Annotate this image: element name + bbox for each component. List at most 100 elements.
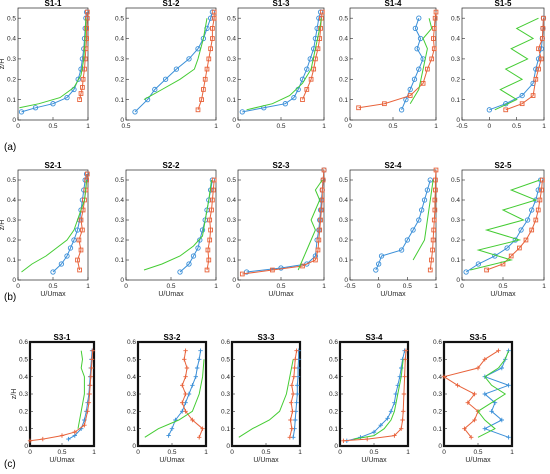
data-point: [204, 66, 210, 72]
subplot-s2-2: S2-2 0 0.1 0.2 0.3 0.4 0.5 0 0.5 1 U/Umax: [115, 161, 218, 298]
x-tick-label: 0: [16, 123, 20, 130]
x-tick-label: 1: [542, 283, 546, 290]
data-point: [482, 426, 487, 431]
data-point: [195, 245, 201, 251]
y-tick-label: 0: [12, 117, 16, 124]
data-point: [319, 187, 325, 193]
y-tick-label: 0.3: [227, 56, 236, 63]
x-tick-label: 0: [442, 449, 446, 456]
data-point: [530, 93, 536, 98]
data-point: [421, 197, 428, 203]
data-point: [398, 247, 405, 253]
data-point: [294, 400, 299, 405]
x-tick-label: 0.5: [473, 449, 482, 456]
y-tick-label: 0.6: [329, 339, 338, 346]
subplot-s3-3: S3-3 0 0.1 0.2 0.3 0.4 0.5 0.6 0 0.5 1 U/Umax: [221, 333, 302, 464]
x-tick-label: 1: [214, 283, 218, 290]
data-point: [206, 257, 212, 263]
x-tick-label: 0.5: [498, 283, 507, 290]
axes-box: [349, 7, 437, 121]
x-tick-label: 0: [488, 123, 492, 130]
data-point: [82, 66, 87, 72]
chart-title: S1-5: [495, 0, 512, 8]
data-point: [430, 237, 436, 243]
series-3: [409, 18, 433, 104]
data-point: [182, 357, 187, 362]
data-point: [427, 177, 433, 183]
data-point: [431, 217, 437, 223]
x-tick-label: 0.5: [48, 283, 57, 290]
data-point: [80, 227, 85, 233]
panels: S1-1 0 0.1 0.2 0.3 0.4 0.5 0 0.5 1 z/H S1-2 0 0.1 0.2 0…: [0, 0, 546, 464]
chart-title: S1-2: [163, 0, 180, 8]
data-point: [432, 15, 438, 21]
x-tick-label: 0.5: [121, 123, 130, 130]
series-1: [18, 9, 90, 115]
y-tick-label: 0: [24, 443, 28, 450]
axes-box: [125, 7, 217, 121]
data-point: [365, 436, 370, 442]
y-tick-label: 0.5: [115, 177, 124, 184]
series-line: [238, 359, 294, 438]
series-line: [302, 12, 323, 100]
data-point: [76, 237, 82, 243]
data-point: [319, 197, 325, 203]
data-point: [201, 87, 206, 92]
y-tick-label: 0.5: [221, 357, 230, 364]
series-2: [503, 15, 546, 113]
data-point: [416, 66, 422, 72]
data-point: [431, 46, 437, 52]
x-axis-label: U/Umax: [268, 291, 294, 298]
data-point: [319, 9, 325, 15]
x-tick-label: 0: [236, 123, 240, 130]
data-point: [341, 438, 346, 443]
data-point: [291, 374, 297, 379]
x-tick-label: 0: [136, 449, 140, 456]
data-point: [239, 109, 245, 115]
y-tick-label: 0.2: [115, 237, 124, 244]
data-point: [211, 15, 217, 21]
series-line: [409, 18, 433, 104]
data-point: [180, 400, 185, 405]
y-tick-label: 0.1: [451, 257, 460, 264]
x-axis-label: U/Umax: [361, 457, 387, 464]
y-tick-label: 0.3: [221, 391, 230, 398]
data-point: [77, 267, 82, 273]
series-1: [50, 171, 90, 275]
x-tick-label: 0.5: [369, 449, 378, 456]
data-point: [499, 365, 504, 371]
y-tick-label: 0.3: [127, 391, 136, 398]
y-tick-label: 0.2: [329, 409, 338, 416]
data-point: [27, 438, 33, 443]
data-point: [195, 107, 201, 113]
data-point: [506, 383, 511, 388]
data-point: [194, 365, 200, 371]
data-point: [78, 66, 84, 72]
data-point: [209, 207, 214, 213]
data-point: [207, 237, 213, 243]
data-point: [84, 26, 89, 31]
data-point: [420, 80, 426, 86]
x-tick-label: 1: [542, 123, 546, 130]
data-point: [162, 76, 169, 82]
series-line: [21, 179, 88, 273]
data-point: [524, 217, 531, 223]
data-point: [79, 56, 86, 62]
data-point: [206, 56, 212, 62]
data-point: [282, 101, 288, 107]
panel-label-a: (a): [4, 142, 16, 153]
data-point: [441, 374, 447, 379]
data-point: [197, 357, 202, 362]
data-point: [197, 435, 202, 440]
data-point: [204, 267, 210, 273]
y-tick-label: 0.5: [19, 357, 28, 364]
y-tick-label: 0.5: [115, 15, 124, 22]
data-point: [315, 247, 321, 253]
y-tick-label: 0: [232, 277, 236, 284]
data-point: [404, 237, 410, 243]
y-tick-label: 0.1: [115, 97, 124, 104]
axes-box: [230, 340, 302, 448]
data-point: [400, 417, 405, 423]
data-point: [208, 46, 213, 52]
data-point: [197, 237, 203, 243]
